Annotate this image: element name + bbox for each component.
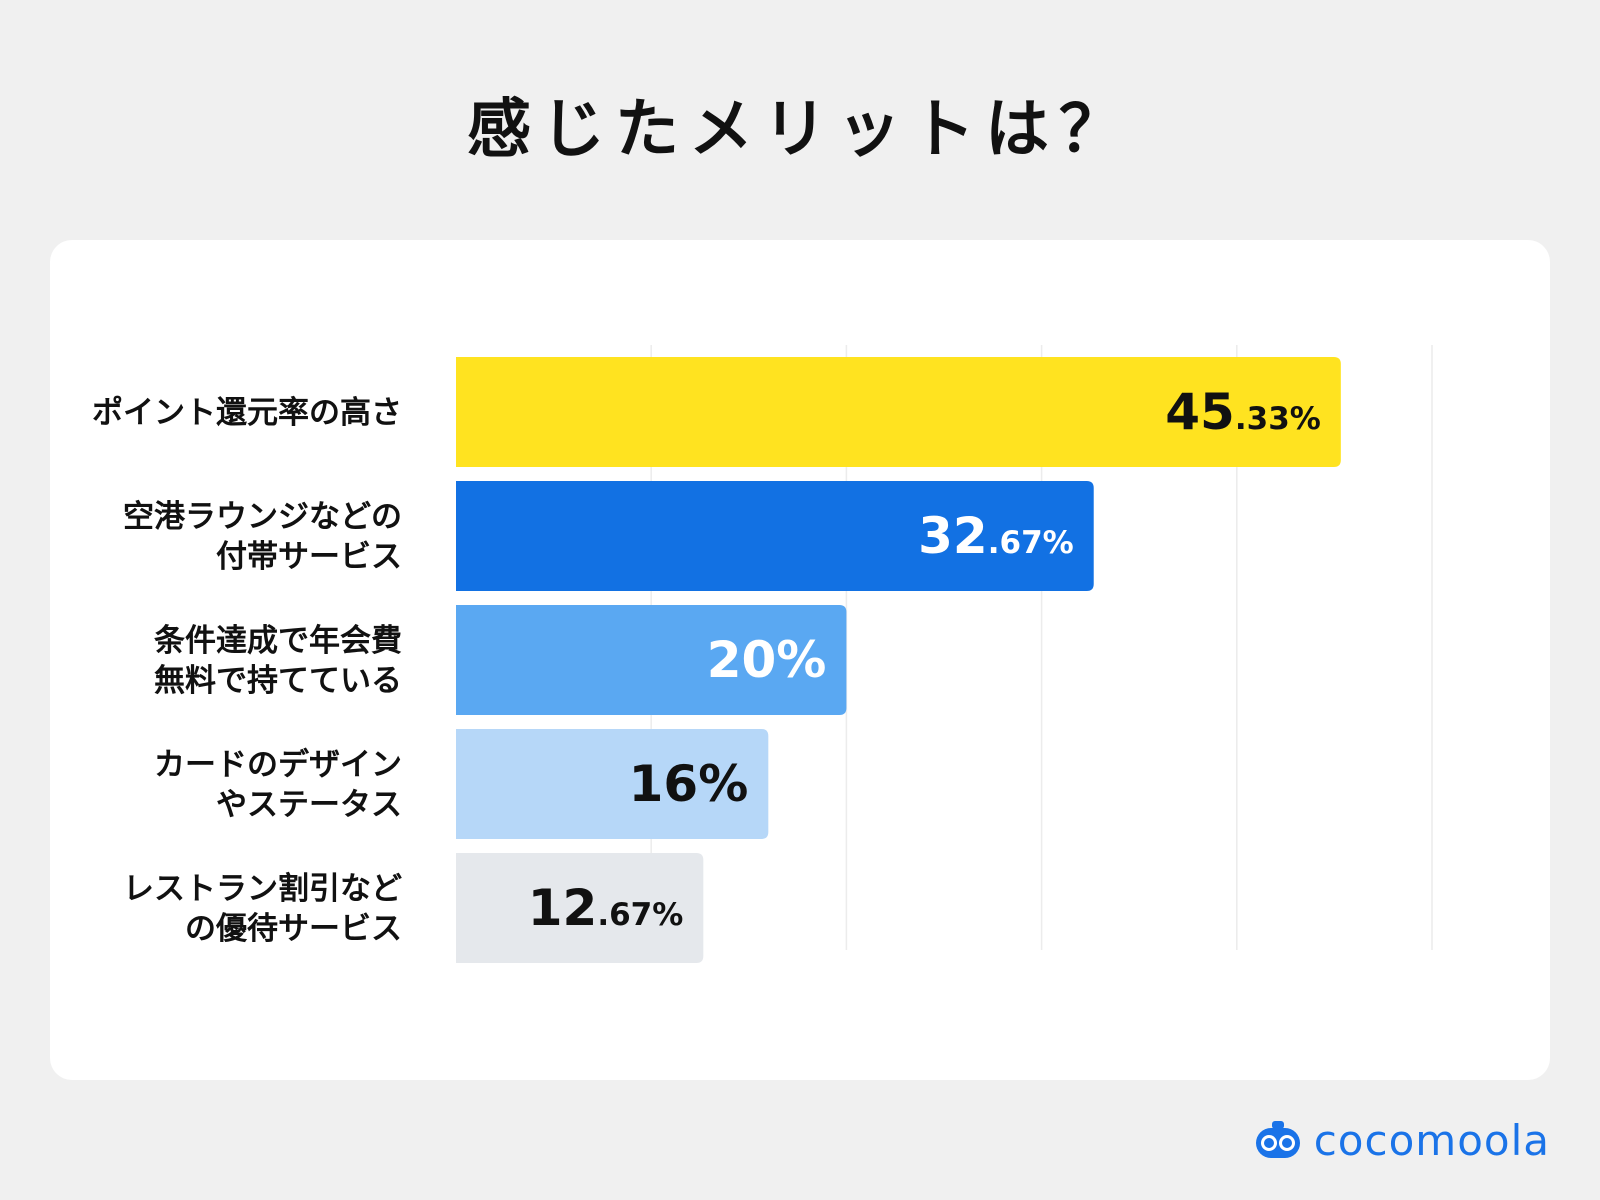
bar [456, 357, 1341, 467]
brand-logo: cocomoola [1252, 1116, 1550, 1165]
value-label: 45.33% [1165, 383, 1321, 441]
category-label: レストラン割引などの優待サービス [123, 871, 402, 947]
page-title: 感じたメリットは？ [467, 93, 1133, 167]
category-label: 空港ラウンジなどの付帯サービス [123, 499, 402, 575]
bar [456, 853, 704, 963]
category-label: カードのデザインやステータス [154, 747, 402, 823]
brand-name: cocomoola [1313, 1116, 1550, 1165]
category-label: ポイント還元率の高さ [92, 395, 402, 431]
bar-chart: 45.33% ポイント還元率の高さ 32.67% 空港ラウンジなどの付帯サービス 20%… [92, 345, 1433, 963]
value-label: 20% [707, 631, 827, 689]
bar [456, 729, 769, 839]
bar [456, 481, 1094, 591]
chart-card: 45.33% ポイント還元率の高さ 32.67% 空港ラウンジなどの付帯サービス 20%… [50, 240, 1550, 1080]
value-label: 16% [629, 755, 749, 813]
category-label: 条件達成で年会費無料で持てている [154, 623, 402, 699]
bar [456, 605, 847, 715]
value-label: 12.67% [528, 879, 684, 937]
bot-logo-icon [1255, 1120, 1300, 1158]
value-label: 32.67% [918, 507, 1074, 565]
